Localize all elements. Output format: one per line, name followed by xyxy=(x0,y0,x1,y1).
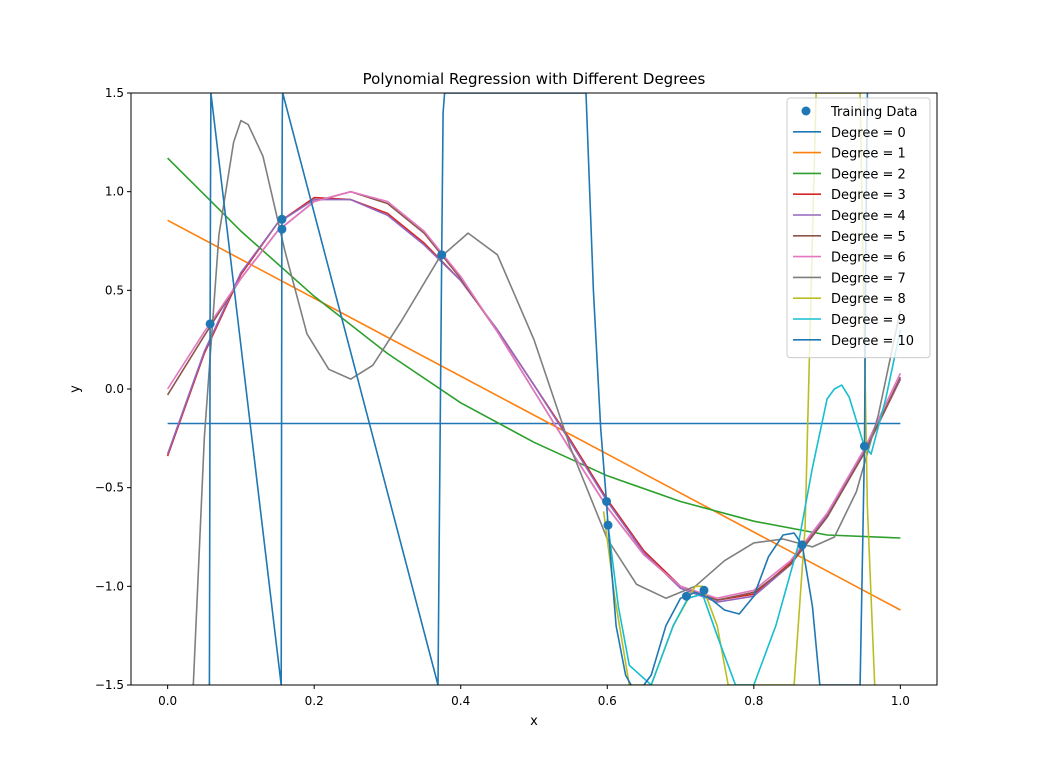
legend-label-degree-8: Degree = 8 xyxy=(831,292,906,307)
series-line-degree-8 xyxy=(602,93,876,685)
y-axis-label: y xyxy=(68,385,83,393)
legend-label-training-data: Training Data xyxy=(830,105,917,120)
y-tick-label: 0.0 xyxy=(105,382,124,396)
training-points-layer xyxy=(205,214,869,601)
series-line-degree-7 xyxy=(192,119,902,685)
legend-label-degree-7: Degree = 7 xyxy=(831,271,906,286)
x-tick-label: 0.6 xyxy=(598,694,617,708)
series-line-degree-4 xyxy=(166,198,902,603)
y-tick-label: −1.0 xyxy=(95,579,124,593)
x-tick-label: 0.2 xyxy=(305,694,324,708)
legend-label-degree-2: Degree = 2 xyxy=(831,167,906,182)
x-axis-label: x xyxy=(530,714,538,729)
legend-label-degree-9: Degree = 9 xyxy=(831,313,906,328)
training-data-point xyxy=(277,214,287,224)
legend-label-degree-4: Degree = 4 xyxy=(831,209,906,224)
legend-label-degree-5: Degree = 5 xyxy=(831,230,906,245)
legend-label-degree-3: Degree = 3 xyxy=(831,188,906,203)
legend-label-degree-6: Degree = 6 xyxy=(831,251,906,266)
legend-label-degree-1: Degree = 1 xyxy=(831,147,906,162)
x-tick-label: 0.0 xyxy=(158,694,177,708)
training-data-point xyxy=(859,441,869,451)
x-tick-label: 1.0 xyxy=(891,694,910,708)
legend: Training Data Degree = 0 Degree = 1 Degree … xyxy=(786,97,931,359)
series-line-degree-10 xyxy=(208,93,869,685)
legend-label-degree-10: Degree = 10 xyxy=(831,334,914,349)
y-axis-ticks: −1.5 −1.0 −0.5 0.0 0.5 1.0 1.5 xyxy=(95,86,131,692)
y-tick-label: 1.5 xyxy=(105,86,124,100)
y-tick-label: −1.5 xyxy=(95,678,124,692)
series-line-degree-9 xyxy=(606,329,902,685)
y-tick-label: −0.5 xyxy=(95,481,124,495)
training-data-point xyxy=(681,591,691,601)
series-layer xyxy=(166,93,902,685)
x-axis-ticks: 0.0 0.2 0.4 0.6 0.8 1.0 xyxy=(158,685,910,708)
y-tick-label: 0.5 xyxy=(105,283,124,297)
training-data-point xyxy=(277,224,287,234)
legend-box xyxy=(786,97,931,359)
training-data-point xyxy=(797,540,807,550)
x-tick-label: 0.8 xyxy=(744,694,763,708)
legend-marker-training-data xyxy=(801,106,811,116)
training-data-point xyxy=(437,250,447,260)
training-data-point xyxy=(205,319,215,329)
series-line-degree-2 xyxy=(167,157,901,539)
series-line-degree-6 xyxy=(166,190,902,600)
training-data-point xyxy=(603,520,613,530)
training-data-point xyxy=(699,585,709,595)
training-data-point xyxy=(602,496,612,506)
series-line-degree-1 xyxy=(167,219,901,611)
y-tick-label: 1.0 xyxy=(105,185,124,199)
legend-label-degree-0: Degree = 0 xyxy=(831,126,906,141)
x-tick-label: 0.4 xyxy=(451,694,470,708)
chart-title: Polynomial Regression with Different Deg… xyxy=(363,70,706,88)
